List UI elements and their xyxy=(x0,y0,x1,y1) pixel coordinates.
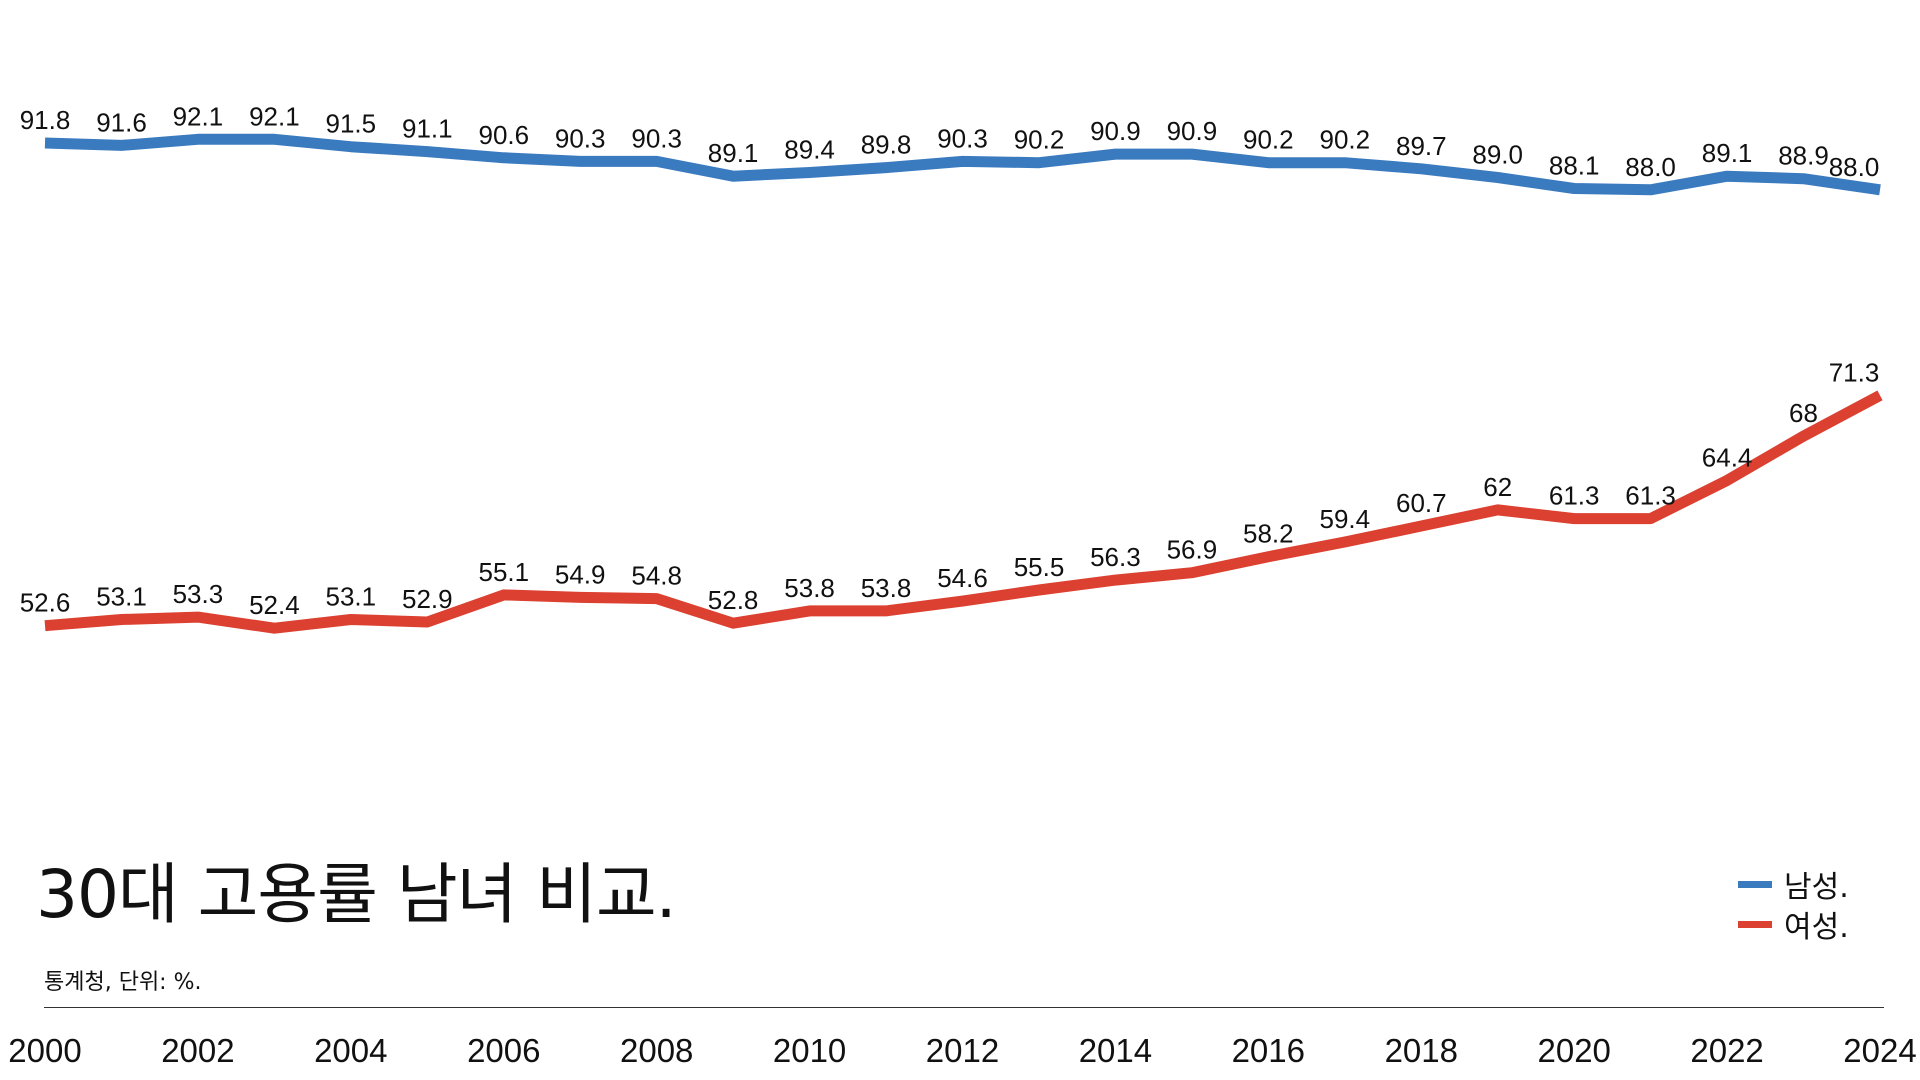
data-label-male-2018: 89.7 xyxy=(1396,131,1447,161)
data-label-male-2020: 88.1 xyxy=(1549,151,1600,181)
data-label-female-2008: 54.8 xyxy=(631,561,682,591)
data-label-male-2002: 92.1 xyxy=(173,101,224,131)
data-label-male-2011: 89.8 xyxy=(861,130,912,160)
chart-subtitle: 통계청, 단위: %. xyxy=(44,970,202,995)
x-tick-label-2004: 2004 xyxy=(314,1032,387,1069)
data-label-male-2021: 88.0 xyxy=(1625,152,1676,182)
data-label-female-2014: 56.3 xyxy=(1090,542,1141,572)
data-label-male-2001: 91.6 xyxy=(96,107,147,137)
series-line-male xyxy=(44,133,1881,196)
data-label-female-2024: 71.3 xyxy=(1829,357,1880,387)
x-tick-label-2002: 2002 xyxy=(161,1032,234,1069)
data-label-male-2024: 88.0 xyxy=(1829,152,1880,182)
data-label-male-2016: 90.2 xyxy=(1243,125,1294,155)
legend-label-female: 여성. xyxy=(1784,910,1849,945)
x-axis-line xyxy=(44,1007,1884,1008)
data-label-male-2009: 89.1 xyxy=(708,138,759,168)
data-label-female-2017: 59.4 xyxy=(1319,504,1370,534)
data-label-male-2004: 91.5 xyxy=(325,109,376,139)
x-tick-label-2008: 2008 xyxy=(620,1032,693,1069)
series-lines xyxy=(44,133,1883,634)
data-label-male-2008: 90.3 xyxy=(631,123,682,153)
data-label-female-2022: 64.4 xyxy=(1702,442,1753,472)
data-label-male-2012: 90.3 xyxy=(937,123,988,153)
data-label-female-2011: 53.8 xyxy=(861,573,912,603)
x-tick-label-2018: 2018 xyxy=(1385,1032,1458,1069)
data-label-female-2009: 52.8 xyxy=(708,585,759,615)
data-label-female-2010: 53.8 xyxy=(784,573,835,603)
data-label-female-2018: 60.7 xyxy=(1396,488,1447,518)
data-label-female-2019: 62 xyxy=(1483,472,1512,502)
data-label-female-2003: 52.4 xyxy=(249,590,300,620)
data-label-male-2000: 91.8 xyxy=(20,105,71,135)
chart-title: 30대 고용률 남녀 비교. xyxy=(36,856,677,933)
x-axis-ticks: 2000 2002 2004 2006 2008 2010 2012 2014 2016 2018… xyxy=(8,1032,1916,1069)
legend-item-male: 남성. xyxy=(1738,864,1849,905)
data-label-female-2021: 61.3 xyxy=(1625,481,1676,511)
data-label-male-2013: 90.2 xyxy=(1014,125,1065,155)
x-tick-label-2016: 2016 xyxy=(1232,1032,1305,1069)
x-tick-label-2012: 2012 xyxy=(926,1032,999,1069)
x-tick-label-2006: 2006 xyxy=(467,1032,540,1069)
data-label-female-2002: 53.3 xyxy=(173,579,224,609)
data-label-male-2007: 90.3 xyxy=(555,123,606,153)
legend-label-male: 남성. xyxy=(1784,870,1849,905)
data-label-female-2015: 56.9 xyxy=(1167,535,1218,565)
data-label-female-2023: 68 xyxy=(1789,398,1818,428)
data-label-female-2004: 53.1 xyxy=(325,582,376,612)
data-label-male-2010: 89.4 xyxy=(784,135,835,165)
legend: 남성. 여성. xyxy=(1738,864,1849,945)
x-tick-label-2024: 2024 xyxy=(1843,1032,1916,1069)
x-tick-label-2014: 2014 xyxy=(1079,1032,1152,1069)
x-tick-label-2010: 2010 xyxy=(773,1032,846,1069)
data-label-female-2020: 61.3 xyxy=(1549,481,1600,511)
data-label-female-2007: 54.9 xyxy=(555,559,606,589)
data-label-male-2014: 90.9 xyxy=(1090,116,1141,146)
data-label-female-2012: 54.6 xyxy=(937,563,988,593)
data-label-male-2005: 91.1 xyxy=(402,114,453,144)
data-label-male-2022: 89.1 xyxy=(1702,138,1753,168)
data-label-male-2023: 88.9 xyxy=(1778,141,1829,171)
x-tick-label-2022: 2022 xyxy=(1690,1032,1763,1069)
legend-swatch-male xyxy=(1738,880,1772,888)
data-label-female-2006: 55.1 xyxy=(478,557,529,587)
data-label-male-2015: 90.9 xyxy=(1167,116,1218,146)
data-label-female-2013: 55.5 xyxy=(1014,552,1065,582)
data-label-male-2006: 90.6 xyxy=(478,120,529,150)
data-label-male-2003: 92.1 xyxy=(249,101,300,131)
data-label-female-2005: 52.9 xyxy=(402,584,453,614)
legend-item-female: 여성. xyxy=(1738,904,1849,945)
data-label-female-2001: 53.1 xyxy=(96,582,147,612)
x-tick-label-2020: 2020 xyxy=(1537,1032,1610,1069)
x-tick-label-2000: 2000 xyxy=(8,1032,81,1069)
data-label-male-2019: 89.0 xyxy=(1472,140,1523,170)
legend-swatch-female xyxy=(1738,920,1772,928)
data-label-female-2016: 58.2 xyxy=(1243,519,1294,549)
data-label-female-2000: 52.6 xyxy=(20,588,71,618)
data-labels: 91.8 91.6 92.1 92.1 91.5 91.1 90.6 90.3 90.3 89.1… xyxy=(20,101,1880,620)
series-line-female xyxy=(44,390,1883,634)
data-label-male-2017: 90.2 xyxy=(1319,125,1370,155)
